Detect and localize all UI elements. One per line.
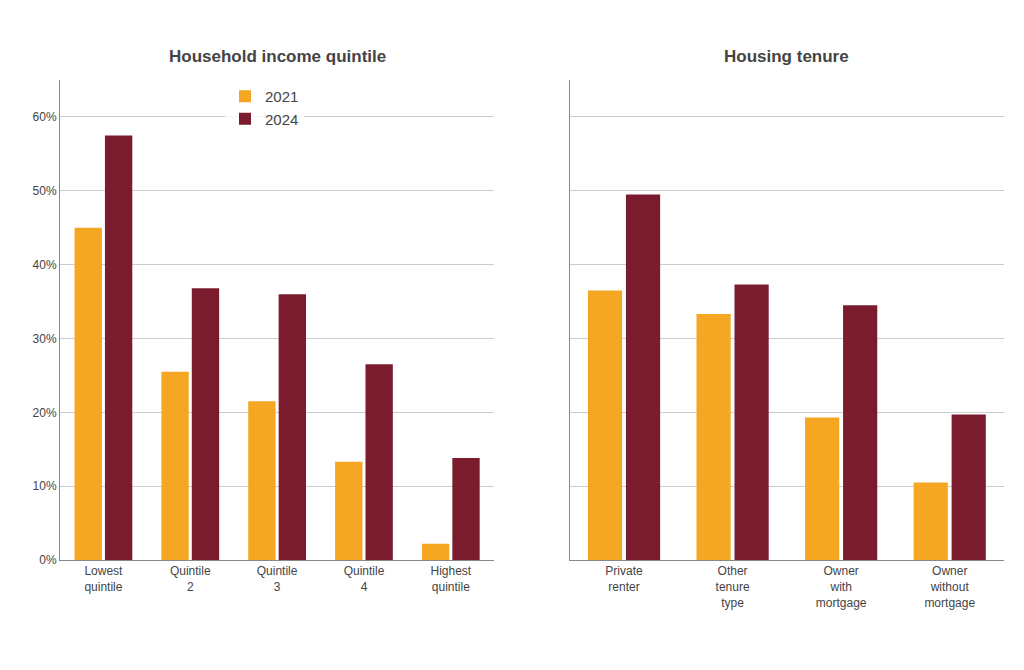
svg-text:Housing tenure: Housing tenure <box>724 47 849 66</box>
svg-text:Ownerwithmortgage: Ownerwithmortgage <box>816 564 867 609</box>
svg-text:2024: 2024 <box>265 111 298 128</box>
svg-text:Othertenuretype: Othertenuretype <box>716 564 750 609</box>
svg-text:60%: 60% <box>33 110 57 124</box>
svg-text:Quintile2: Quintile2 <box>170 564 211 594</box>
svg-text:Highestquintile: Highestquintile <box>430 564 471 594</box>
svg-text:50%: 50% <box>33 184 57 198</box>
svg-text:Privaterenter: Privaterenter <box>605 564 643 594</box>
svg-text:Quintile3: Quintile3 <box>257 564 298 594</box>
svg-text:Household income quintile: Household income quintile <box>169 47 386 66</box>
svg-text:30%: 30% <box>33 332 57 346</box>
svg-text:0%: 0% <box>39 553 57 567</box>
svg-text:10%: 10% <box>33 479 57 493</box>
svg-text:40%: 40% <box>33 258 57 272</box>
svg-text:20%: 20% <box>33 406 57 420</box>
svg-text:Quintile4: Quintile4 <box>344 564 385 594</box>
svg-text:Ownerwithoutmortgage: Ownerwithoutmortgage <box>924 564 975 609</box>
svg-text:Lowestquintile: Lowestquintile <box>84 564 123 594</box>
svg-text:2021: 2021 <box>265 88 298 105</box>
